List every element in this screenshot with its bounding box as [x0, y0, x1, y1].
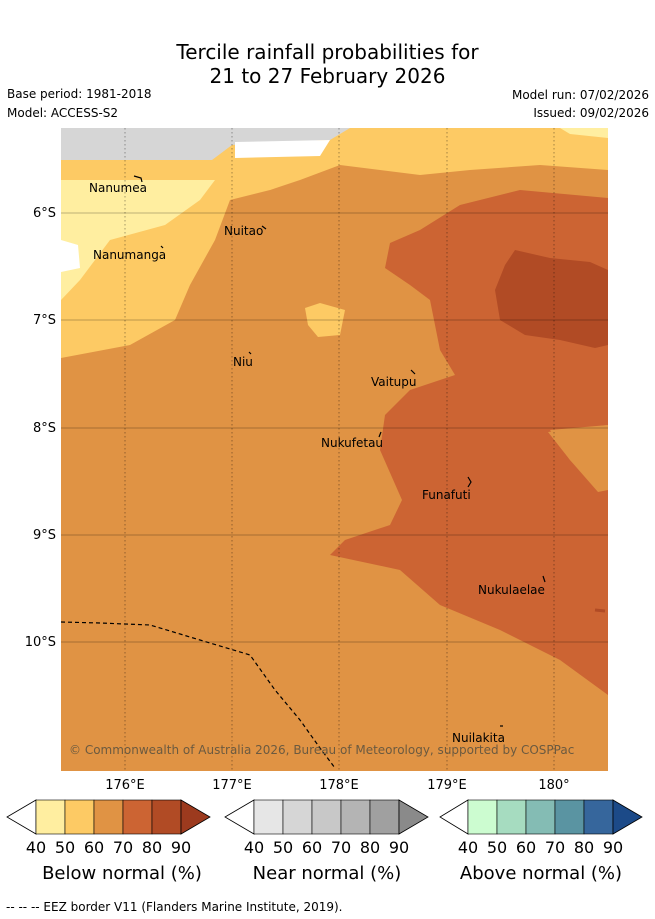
graticule-lon [124, 128, 555, 771]
place-niu: Niu [233, 355, 253, 369]
colorbar-above-swatch-40 [467, 799, 498, 835]
base-period: Base period: 1981-2018 [7, 87, 152, 101]
zone-50-60-patch [305, 303, 345, 337]
colorbar-below [6, 799, 211, 835]
colorbar-near-title: Near normal (%) [252, 863, 402, 884]
zone-near-normal-gap [235, 140, 330, 158]
colorbar-near-tick-80: 80 [359, 838, 381, 857]
island-nuitao [261, 225, 267, 230]
lon-label-177: 177°E [212, 778, 252, 793]
issued-date: Issued: 09/02/2026 [533, 106, 649, 120]
colorbar-near-tick-50: 50 [272, 838, 294, 857]
zone-blank [61, 240, 80, 272]
lat-label-10: 10°S [24, 635, 56, 650]
copyright-notice: © Commonwealth of Australia 2026, Bureau… [69, 743, 575, 757]
colorbar-above-title: Above normal (%) [459, 863, 623, 884]
lon-label-180: 180° [538, 778, 570, 793]
place-funafuti: Funafuti [422, 488, 471, 502]
zone-50-60-north [270, 128, 608, 190]
colorbar-below-low-arrow [6, 799, 37, 835]
colorbar-above-tick-70: 70 [544, 838, 566, 857]
island-nanumanga [160, 245, 164, 249]
colorbar-above-tick-40: 40 [457, 838, 479, 857]
model-name: Model: ACCESS-S2 [7, 106, 119, 120]
colorbar-below-high-arrow [180, 799, 211, 835]
island-nukulaelae [542, 575, 546, 583]
islands [133, 175, 546, 727]
colorbar-below-tick-90: 90 [170, 838, 192, 857]
eez-legend-note: -- -- -- EEZ border V11 (Flanders Marine… [6, 900, 343, 914]
colorbar-above-swatch-50 [496, 799, 527, 835]
colorbar-near-tick-90: 90 [388, 838, 410, 857]
colorbar-near-low-arrow [224, 799, 255, 835]
place-nukulaelae: Nukulaelae [478, 583, 545, 597]
map-title: Tercile rainfall probabilities for 21 to… [0, 40, 655, 88]
island-vaitupu [410, 369, 416, 375]
zone-40-50 [61, 180, 215, 300]
place-nuitao: Nuitao [224, 224, 264, 238]
colorbar-above-tick-60: 60 [515, 838, 537, 857]
zone-40-50-ne [560, 128, 608, 138]
colorbar-below-swatch-60 [93, 799, 124, 835]
zone-60-70-east [548, 425, 608, 492]
colorbar-near-swatch-70 [340, 799, 371, 835]
colorbar-below-swatch-80 [151, 799, 182, 835]
colorbar-below-swatch-40 [35, 799, 66, 835]
colorbar-below-title: Below normal (%) [42, 863, 202, 884]
title-line-2: 21 to 27 February 2026 [209, 64, 446, 88]
colorbar-above-swatch-70 [554, 799, 585, 835]
place-nuilakita: Nuilakita [452, 731, 505, 745]
lon-label-178: 178°E [319, 778, 359, 793]
island-nukufetau [378, 431, 382, 438]
colorbar-below-tick-80: 80 [141, 838, 163, 857]
colorbar-above [439, 799, 643, 835]
colorbar-above-swatches [467, 799, 614, 835]
colorbar-below-swatch-50 [64, 799, 95, 835]
lat-label-6: 6°S [32, 206, 56, 221]
colorbar-near-swatches [253, 799, 400, 835]
place-nanumea: Nanumea [89, 181, 147, 195]
colorbar-below-tick-40: 40 [25, 838, 47, 857]
lat-label-8: 8°S [32, 421, 56, 436]
colorbar-above-tick-50: 50 [486, 838, 508, 857]
colorbar-below-swatches [35, 799, 182, 835]
graticule [61, 212, 608, 643]
colorbar-near-tick-40: 40 [243, 838, 265, 857]
colorbar-near-tick-60: 60 [301, 838, 323, 857]
island-funafuti [467, 476, 472, 488]
island-nanumea [133, 175, 143, 183]
colorbar-above-swatch-60 [525, 799, 556, 835]
colorbar-near-high-arrow [398, 799, 429, 835]
colorbar-above-tick-90: 90 [602, 838, 624, 857]
colorbar-near-swatch-60 [311, 799, 342, 835]
colorbar-above-high-arrow [612, 799, 643, 835]
title-line-1: Tercile rainfall probabilities for [176, 40, 479, 64]
lat-label-7: 7°S [32, 313, 56, 328]
island-niu [248, 351, 252, 355]
lon-label-179: 179°E [427, 778, 467, 793]
colorbar-above-tick-80: 80 [573, 838, 595, 857]
colorbar-near [224, 799, 429, 835]
model-run: Model run: 07/02/2026 [511, 88, 649, 102]
colorbar-below-tick-60: 60 [83, 838, 105, 857]
place-vaitupu: Vaitupu [371, 375, 417, 389]
colorbar-near-swatch-40 [253, 799, 284, 835]
colorbar-near-swatch-80 [369, 799, 400, 835]
colorbar-near-swatch-50 [282, 799, 313, 835]
zone-80-90 [495, 250, 608, 348]
colorbar-below-tick-50: 50 [54, 838, 76, 857]
zone-near-normal [61, 128, 350, 160]
place-nanumanga: Nanumanga [93, 248, 167, 262]
colorbar-below-swatch-70 [122, 799, 153, 835]
probability-field [61, 128, 608, 771]
colorbar-above-low-arrow [439, 799, 469, 835]
small-patch [594, 608, 606, 613]
lon-label-176: 176°E [105, 778, 145, 793]
colorbar-near-tick-70: 70 [330, 838, 352, 857]
lat-label-9: 9°S [32, 528, 56, 543]
place-nukufetau: Nukufetau [321, 436, 384, 450]
colorbar-above-swatch-80 [583, 799, 614, 835]
colorbar-below-tick-70: 70 [112, 838, 134, 857]
